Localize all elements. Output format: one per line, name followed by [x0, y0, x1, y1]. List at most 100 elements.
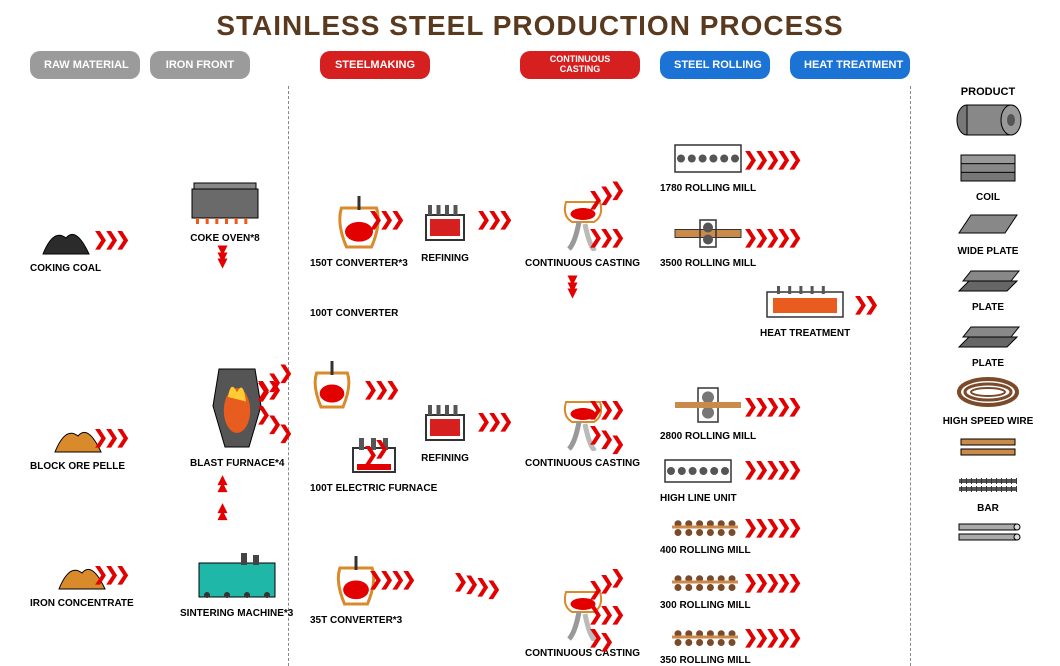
flow-arrow: ❯❯❯❯❯ [745, 466, 800, 473]
node-label: BLAST FURNACE*4 [190, 458, 284, 469]
stage-label: HEAT TREATMENT [790, 51, 910, 79]
node-label: 3500 ROLLING MILL [660, 258, 756, 269]
product-label: PLATE [928, 302, 1048, 313]
flow-arrow: ❯❯❯ [590, 586, 623, 593]
flow-arrow: ❯❯❯❯ [370, 576, 414, 583]
node-conv100lbl: 100T CONVERTER [310, 306, 398, 319]
node-label: 1780 ROLLING MILL [660, 183, 756, 194]
flow-arrow: ▾▾▾ [568, 276, 577, 296]
flow-arrow: ▾▾▾ [218, 246, 227, 266]
product-label: BAR [928, 503, 1048, 514]
flow-arrow: ❯❯ [855, 301, 877, 308]
flow-arrow: ❯❯❯❯❯ [745, 524, 800, 531]
flow-arrow: ❯❯❯❯❯ [745, 403, 800, 410]
flow-arrow: ❯❯❯ [590, 431, 623, 438]
product-label: WIDE PLATE [928, 246, 1048, 257]
flow-arrow: ❯❯❯❯❯ [745, 579, 800, 586]
node-label: 150T CONVERTER*3 [310, 258, 408, 269]
node-mill3500: 3500 ROLLING MILL [660, 216, 756, 269]
node-label: IRON CONCENTRATE [30, 598, 134, 609]
mill3500-icon [673, 216, 743, 251]
product-item: COIL [928, 151, 1048, 203]
divider-line [910, 86, 911, 666]
stage-label: IRON FRONT [150, 51, 250, 79]
product-wire-icon [953, 375, 1023, 409]
flow-arrow: ❯❯❯ [590, 196, 623, 203]
node-label: BLOCK ORE PELLE [30, 461, 125, 472]
flow-arrow: ❯❯❯ [590, 406, 623, 413]
product-item [928, 102, 1048, 145]
flow-arrow: ❯❯❯ [478, 216, 511, 223]
product-bar-icon [953, 474, 1023, 496]
flow-arrow: ❯❯❯ [365, 386, 398, 393]
node-label: COKING COAL [30, 263, 101, 274]
flow-arrow: ❯❯ [365, 451, 387, 458]
stage-label: STEEL ROLLING [660, 51, 770, 79]
heattreat-icon [765, 286, 845, 321]
node-label: 2800 ROLLING MILL [660, 431, 756, 442]
flow-arrow: ❯❯❯ [258, 411, 291, 418]
node-label: REFINING [420, 453, 470, 464]
mill400-icon [670, 516, 740, 538]
node-label: 35T CONVERTER*3 [310, 615, 402, 626]
node-label: 400 ROLLING MILL [660, 545, 751, 556]
mill350-icon [670, 626, 740, 648]
mill1780-icon [673, 141, 743, 176]
coking-coal-icon [41, 226, 91, 256]
flow-arrow: ❯❯❯❯❯ [745, 634, 800, 641]
node-label: CONTINUOUS CASTING [525, 458, 640, 469]
node-label: REFINING [420, 253, 470, 264]
node-label: 300 ROLLING MILL [660, 600, 751, 611]
node-highline: HIGH LINE UNIT [660, 456, 737, 504]
product-item: BAR [928, 474, 1048, 514]
flow-arrow: ❯❯❯ [95, 571, 128, 578]
node-mill350: 350 ROLLING MILL [660, 626, 751, 666]
sinter-icon [197, 551, 277, 601]
node-label: SINTERING MACHINE*3 [180, 608, 293, 619]
stage-label: RAW MATERIAL [30, 51, 140, 79]
refine2-icon [420, 401, 470, 446]
product-header: PRODUCT [928, 86, 1048, 98]
node-label: CONTINUOUS CASTING [525, 648, 640, 659]
product-item: HIGH SPEED WIRE [928, 375, 1048, 427]
node-conv35: 35T CONVERTER*3 [310, 556, 402, 626]
product-item [928, 520, 1048, 549]
node-mill300: 300 ROLLING MILL [660, 571, 751, 611]
node-mill2800: 2800 ROLLING MILL [660, 386, 756, 442]
highline-icon [663, 456, 733, 486]
node-label: 100T ELECTRIC FURNACE [310, 483, 437, 494]
refine1-icon [420, 201, 470, 246]
node-mill1780: 1780 ROLLING MILL [660, 141, 756, 194]
flow-arrow: ❯❯❯ [590, 611, 623, 618]
product-column: PRODUCT COIL WIDE PLATE PLATE PLATE HIGH SPEE… [928, 86, 1048, 555]
node-refine1: REFINING [420, 201, 470, 264]
product-roll-icon [953, 102, 1023, 138]
flow-arrow: ❯❯❯ [95, 434, 128, 441]
node-sinter: SINTERING MACHINE*3 [180, 551, 293, 619]
stage-labels-row: RAW MATERIALIRON FRONTSTEELMAKINGCONTINU… [0, 50, 1060, 86]
node-label: 100T CONVERTER [310, 308, 398, 319]
node-label: 350 ROLLING MILL [660, 655, 751, 666]
node-heattreat: HEAT TREATMENT [760, 286, 850, 339]
product-label: COIL [928, 192, 1048, 203]
product-plate2-icon [953, 263, 1023, 295]
product-plate-icon [953, 209, 1023, 239]
node-conv150: 150T CONVERTER*3 [310, 196, 408, 269]
product-plate2-icon [953, 319, 1023, 351]
product-coil-icon [953, 151, 1023, 185]
flow-arrow: ❯❯❯ [590, 234, 623, 241]
stage-label: STEELMAKING [320, 51, 430, 79]
conv100-icon [310, 361, 354, 411]
flow-arrow: ❯❯❯ [370, 216, 403, 223]
mill2800-icon [673, 386, 743, 424]
node-coking-coal: COKING COAL [30, 226, 101, 274]
node-refine2: REFINING [420, 401, 470, 464]
node-coke-oven: COKE OVEN*8 [190, 181, 260, 244]
product-item: PLATE [928, 319, 1048, 369]
page-title: STAINLESS STEEL PRODUCTION PROCESS [0, 0, 1060, 50]
product-item [928, 433, 1048, 468]
product-label: HIGH SPEED WIRE [928, 416, 1048, 427]
mill300-icon [670, 571, 740, 593]
flow-arrow: ❯❯ [590, 634, 612, 641]
product-item: PLATE [928, 263, 1048, 313]
